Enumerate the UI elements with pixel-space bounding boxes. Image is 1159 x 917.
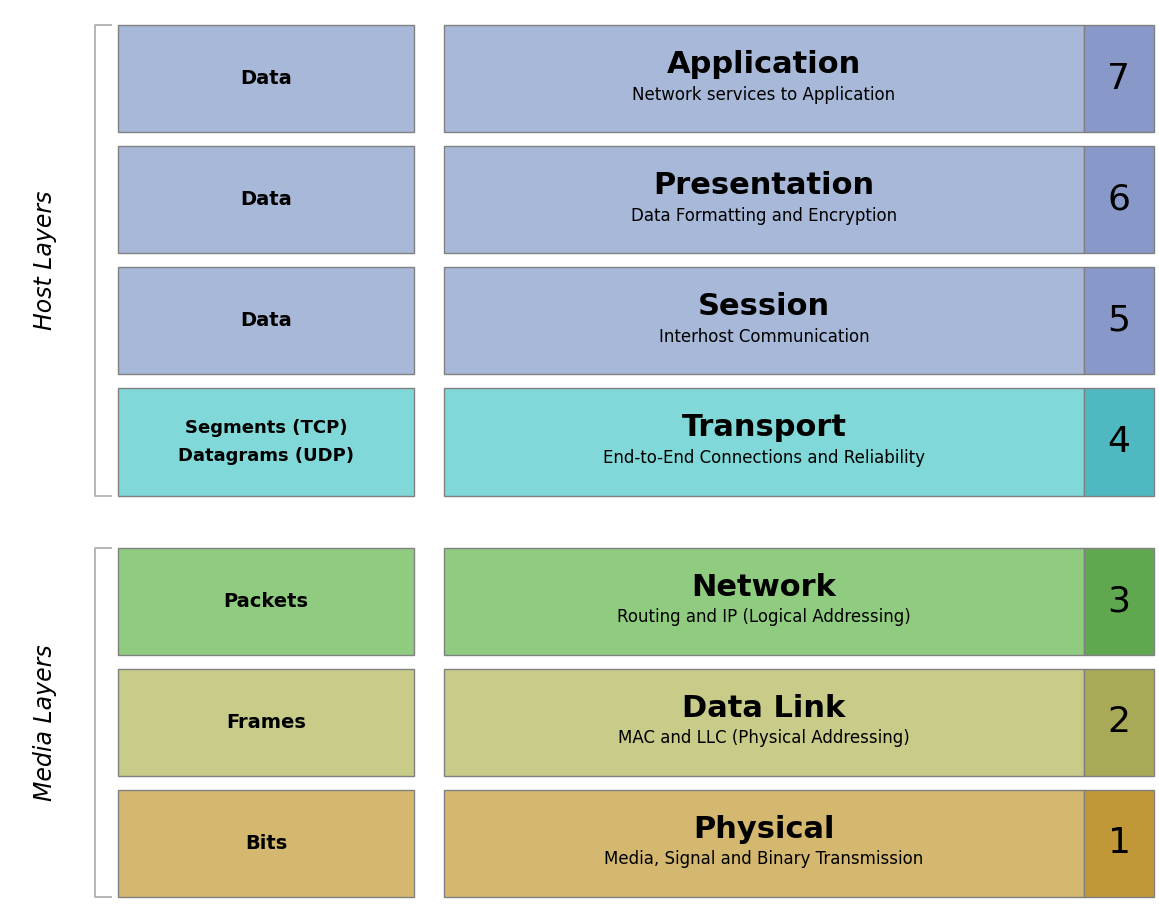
Bar [444,146,1084,253]
Text: Segments (TCP): Segments (TCP) [184,419,348,437]
Text: End-to-End Connections and Reliability: End-to-End Connections and Reliability [603,449,925,467]
Bar [444,668,1084,776]
Bar [444,25,1084,132]
Text: 3: 3 [1108,584,1130,618]
Text: 4: 4 [1108,425,1130,459]
Text: Network services to Application: Network services to Application [633,85,896,104]
Text: Presentation: Presentation [654,171,875,200]
Bar [1084,25,1154,132]
Text: Media, Signal and Binary Transmission: Media, Signal and Binary Transmission [604,850,924,868]
Text: 5: 5 [1108,304,1130,337]
Text: Data: Data [240,69,292,88]
Text: Datagrams (UDP): Datagrams (UDP) [178,447,353,465]
Bar [1084,146,1154,253]
Text: Routing and IP (Logical Addressing): Routing and IP (Logical Addressing) [617,608,911,626]
Text: Host Layers: Host Layers [32,191,57,330]
Bar [118,547,414,655]
Text: Network: Network [692,572,837,602]
Bar [118,267,414,374]
Text: Data Link: Data Link [683,694,846,723]
Bar [118,389,414,495]
Text: 1: 1 [1108,826,1130,860]
Bar [118,25,414,132]
Bar [1084,547,1154,655]
Bar [444,547,1084,655]
Text: Bits: Bits [245,834,287,853]
Bar [118,146,414,253]
Bar [1084,267,1154,374]
Text: 6: 6 [1108,182,1130,216]
Bar [1084,389,1154,495]
Bar [1084,790,1154,897]
Text: Session: Session [698,293,830,321]
Text: Data: Data [240,190,292,209]
Text: 2: 2 [1108,705,1130,739]
Bar [118,668,414,776]
Text: Physical: Physical [693,815,834,844]
Text: Packets: Packets [224,591,308,611]
Text: 7: 7 [1108,61,1130,95]
Text: Frames: Frames [226,713,306,732]
Text: Transport: Transport [681,414,846,443]
Bar [444,389,1084,495]
Text: Application: Application [666,50,861,79]
Text: Interhost Communication: Interhost Communication [658,328,869,346]
Text: Media Layers: Media Layers [32,644,57,801]
Bar [444,267,1084,374]
Text: MAC and LLC (Physical Addressing): MAC and LLC (Physical Addressing) [618,729,910,747]
Bar [444,790,1084,897]
Bar [118,790,414,897]
Text: Data: Data [240,312,292,330]
Bar [1084,668,1154,776]
Text: Data Formatting and Encryption: Data Formatting and Encryption [630,206,897,225]
